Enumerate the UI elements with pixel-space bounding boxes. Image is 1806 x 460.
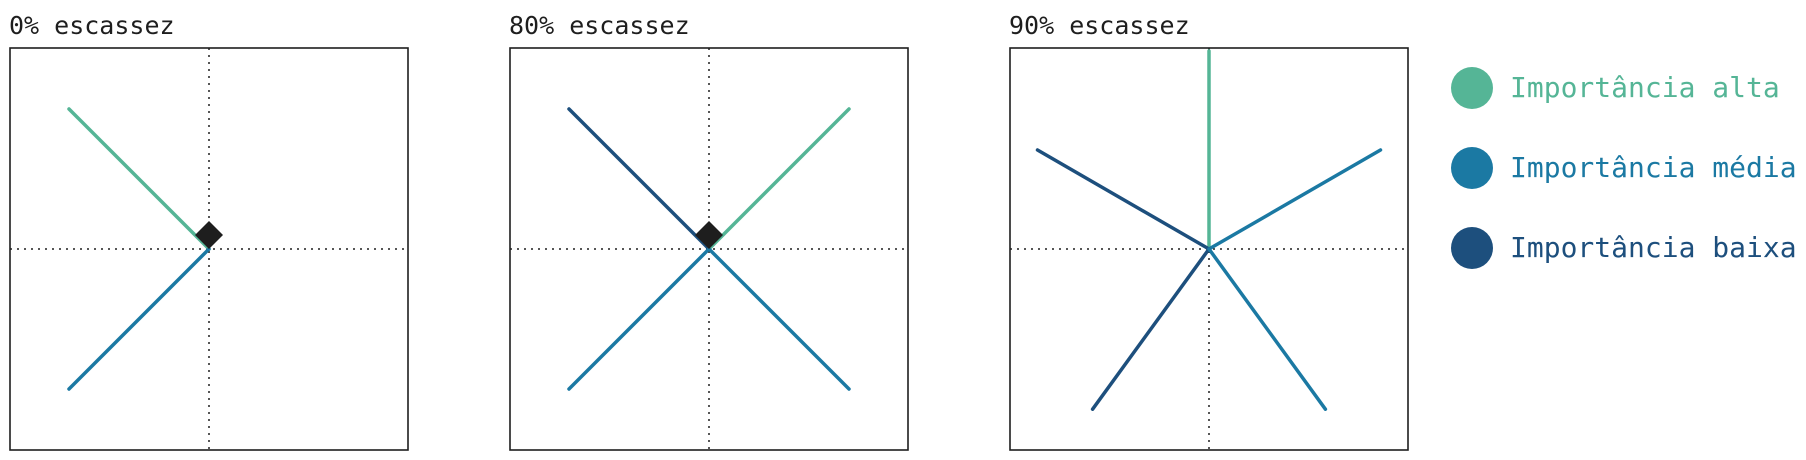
panel-1: 0% escassez <box>9 11 409 451</box>
legend-label: Importância alta <box>1510 71 1780 104</box>
spoke-media <box>707 247 851 391</box>
legend-item-media: Importância média <box>1451 147 1797 189</box>
spoke-media <box>567 247 711 391</box>
panel-2: 80% escassez <box>509 11 909 451</box>
legend: Importância alta Importância média Importâ… <box>1451 67 1797 269</box>
panel-title: 90% escassez <box>1009 11 1190 40</box>
legend-dot-icon <box>1451 67 1493 109</box>
spoke-media <box>1207 247 1328 411</box>
spoke-baixa <box>567 107 711 251</box>
panel-3: 90% escassez <box>1009 11 1409 451</box>
spoke-baixa <box>1035 148 1211 251</box>
panel-title: 80% escassez <box>509 11 690 40</box>
legend-label: Importância baixa <box>1510 231 1797 264</box>
legend-item-baixa: Importância baixa <box>1451 227 1797 269</box>
legend-item-alta: Importância alta <box>1451 67 1780 109</box>
diamond-marker <box>195 221 223 249</box>
spoke-media <box>1207 148 1383 251</box>
legend-dot-icon <box>1451 227 1493 269</box>
spoke-alta <box>707 107 851 251</box>
spoke-media <box>67 247 211 391</box>
panel-title: 0% escassez <box>9 11 175 40</box>
legend-label: Importância média <box>1510 151 1797 184</box>
spoke-alta <box>67 107 211 251</box>
legend-dot-icon <box>1451 147 1493 189</box>
spoke-baixa <box>1090 247 1211 411</box>
diamond-marker <box>695 221 723 249</box>
